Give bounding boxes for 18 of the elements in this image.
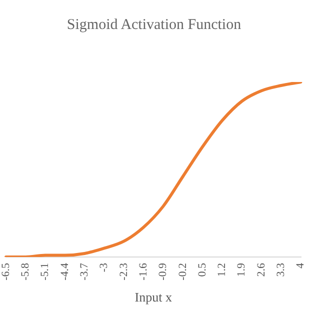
x-tick-label: -0.9 [157,262,170,280]
x-tick-label: 3.3 [275,262,288,277]
x-tick-label: -6.5 [0,262,12,280]
chart-title: Sigmoid Activation Function [66,16,242,33]
x-tick-label: 0.5 [196,262,208,277]
x-tick-label: -3 [98,262,110,272]
x-tick-label: 2.6 [255,262,268,277]
x-tick-label: -0.2 [176,262,189,280]
x-tick-label: -2.3 [118,262,130,280]
x-tick-label: -3.7 [78,262,91,280]
x-axis-title: Input x [134,290,172,305]
x-tick-label: -5.8 [20,262,32,280]
x-tick-label: 1.9 [236,262,248,277]
x-tick-label: 1.2 [216,262,228,277]
x-tick-label: -1.6 [137,262,150,280]
x-tick-label: -5.1 [39,262,52,280]
x-tick-label: 4 [294,262,307,268]
x-tick-label: -4.4 [58,262,71,280]
